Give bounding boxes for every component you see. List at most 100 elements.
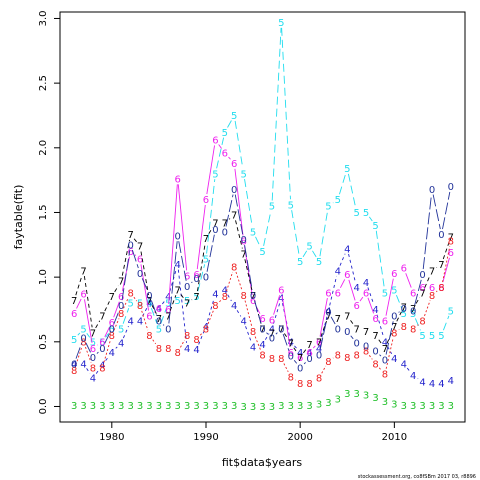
data-point: 6 xyxy=(165,305,171,316)
series-segment xyxy=(312,250,317,258)
series-segment xyxy=(266,332,269,335)
series-segment xyxy=(435,290,438,293)
data-point: 4 xyxy=(438,379,444,390)
series-segment xyxy=(385,278,394,316)
data-point: 0 xyxy=(99,344,105,355)
data-point: 6 xyxy=(344,270,350,281)
data-point: 8 xyxy=(99,363,105,374)
data-point: 7 xyxy=(231,211,237,222)
data-point: 4 xyxy=(372,305,378,316)
series-segment xyxy=(320,320,327,337)
data-point: 3 xyxy=(231,401,237,412)
data-point: 8 xyxy=(382,370,388,381)
series-segment xyxy=(359,296,364,302)
data-point: 7 xyxy=(127,230,133,241)
series-segment xyxy=(177,269,187,343)
data-point: 0 xyxy=(401,304,407,315)
data-point: 7 xyxy=(146,296,152,307)
data-point: 4 xyxy=(146,299,152,310)
data-point: 7 xyxy=(438,260,444,271)
data-point: 4 xyxy=(344,244,350,255)
series-segment xyxy=(86,333,91,338)
data-point: 6 xyxy=(306,348,312,359)
data-point: 5 xyxy=(278,18,284,29)
data-point: 5 xyxy=(203,255,209,266)
data-point: 6 xyxy=(109,318,115,329)
data-point: 3 xyxy=(165,401,171,412)
data-point: 7 xyxy=(269,328,275,339)
data-point: 3 xyxy=(288,401,294,412)
data-point: 7 xyxy=(419,288,425,299)
series-segment xyxy=(368,216,373,222)
data-point: 5 xyxy=(80,324,86,335)
data-point: 7 xyxy=(165,312,171,323)
data-point: 7 xyxy=(212,218,218,229)
data-point: 5 xyxy=(99,337,105,348)
data-point: 7 xyxy=(278,324,284,335)
data-point: 3 xyxy=(391,399,397,410)
series-segment xyxy=(415,297,421,304)
data-point: 4 xyxy=(156,304,162,315)
series-segment xyxy=(180,339,185,348)
series-segment xyxy=(131,249,139,269)
series-segment xyxy=(206,234,215,272)
data-point: 3 xyxy=(222,401,228,412)
data-point: 4 xyxy=(353,283,359,294)
data-point: 5 xyxy=(156,324,162,335)
data-point: 0 xyxy=(175,231,181,242)
series-segment xyxy=(264,333,270,340)
data-point: 6 xyxy=(363,288,369,299)
data-point: 8 xyxy=(363,346,369,357)
series-segment xyxy=(321,365,327,374)
series-segment xyxy=(368,355,373,360)
series-segment xyxy=(140,251,149,296)
data-point: 6 xyxy=(118,292,124,303)
data-point: 4 xyxy=(316,344,322,355)
data-point: 4 xyxy=(325,306,331,317)
data-point: 5 xyxy=(391,286,397,297)
x-tick-label: 1980 xyxy=(99,432,124,443)
data-point: 6 xyxy=(250,296,256,307)
data-point: 3 xyxy=(240,402,246,413)
x-tick-label: 1990 xyxy=(193,432,218,443)
data-point: 3 xyxy=(353,389,359,400)
series-segment xyxy=(150,308,158,324)
series-segment xyxy=(312,345,316,349)
data-point: 5 xyxy=(363,208,369,219)
data-point: 5 xyxy=(71,335,77,346)
series-segment xyxy=(206,179,216,254)
data-point: 8 xyxy=(344,353,350,364)
series-segment xyxy=(207,299,215,322)
series-segment xyxy=(281,27,291,200)
data-point: 4 xyxy=(391,354,397,365)
data-point: 8 xyxy=(269,354,275,365)
data-point: 5 xyxy=(250,227,256,238)
data-point: 8 xyxy=(175,348,181,359)
data-point: 4 xyxy=(212,290,218,301)
series-segment xyxy=(414,279,422,306)
data-point: 8 xyxy=(127,288,133,299)
series-segment xyxy=(293,360,298,364)
data-point: 7 xyxy=(372,331,378,342)
data-point: 0 xyxy=(269,334,275,345)
series-segment xyxy=(83,276,93,328)
data-point: 8 xyxy=(353,350,359,361)
data-point: 8 xyxy=(259,350,265,361)
data-point: 6 xyxy=(316,337,322,348)
series-segment xyxy=(282,333,290,351)
series-segment xyxy=(228,218,231,220)
series-segment xyxy=(376,314,384,337)
series-segment xyxy=(228,156,231,160)
series-segment xyxy=(227,120,232,128)
series-segment xyxy=(347,173,356,208)
data-point: 8 xyxy=(401,322,407,333)
data-point: 8 xyxy=(278,354,284,365)
series-segment xyxy=(367,297,375,314)
series-segment xyxy=(86,368,91,374)
x-tick-label: 2000 xyxy=(287,432,312,443)
series-segment xyxy=(245,326,252,342)
series-segment xyxy=(293,347,298,353)
series-segment xyxy=(443,315,450,331)
data-point: 6 xyxy=(353,301,359,312)
